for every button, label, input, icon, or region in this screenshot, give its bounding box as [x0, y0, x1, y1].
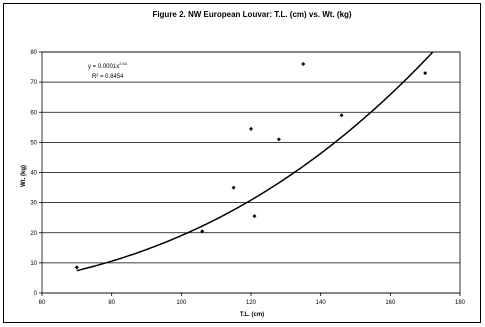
data-points: [74, 62, 428, 270]
data-point: [423, 71, 428, 76]
x-tick-labels: 60 80 100 120 140 160 180: [39, 293, 466, 306]
x-tick-label: 140: [316, 300, 327, 306]
y-tick-label: 50: [30, 140, 37, 146]
x-axis-label: T.L. (cm): [240, 312, 264, 318]
data-point: [249, 126, 253, 131]
y-tick-labels: 0 10 20 30 40 50 60 70 80: [30, 50, 42, 297]
x-tick-label: 160: [385, 300, 396, 306]
x-tick-label: 180: [455, 300, 466, 306]
x-tick-label: 80: [108, 300, 115, 306]
trendline: [76, 51, 434, 272]
data-point: [252, 214, 257, 219]
data-point: [339, 113, 344, 118]
y-tick-label: 60: [30, 110, 37, 116]
y-tick-label: 30: [30, 201, 37, 207]
data-point: [200, 229, 205, 234]
y-tick-label: 10: [30, 261, 37, 267]
chart-svg: Figure 2. NW European Louvar: T.L. (cm) …: [21, 10, 466, 318]
r-squared-label: R² = 0.8454: [92, 74, 124, 80]
data-point: [231, 185, 236, 190]
x-tick-label: 120: [246, 300, 257, 306]
y-tick-label: 80: [30, 50, 37, 56]
y-tick-label: 20: [30, 231, 37, 237]
trendline-equation: y = 0.0001x2.64: [88, 61, 128, 70]
y-tick-label: 70: [30, 80, 37, 86]
chart-title: Figure 2. NW European Louvar: T.L. (cm) …: [152, 10, 351, 19]
y-axis-label: Wt. (kg): [21, 165, 27, 187]
chart-frame: Figure 2. NW European Louvar: T.L. (cm) …: [3, 3, 481, 323]
data-point: [74, 265, 79, 270]
y-tick-label: 40: [30, 171, 37, 177]
y-tick-label: 0: [34, 291, 38, 297]
x-tick-label: 100: [176, 300, 187, 306]
x-tick-label: 60: [39, 300, 46, 306]
data-point: [276, 137, 281, 142]
data-point: [301, 62, 306, 67]
